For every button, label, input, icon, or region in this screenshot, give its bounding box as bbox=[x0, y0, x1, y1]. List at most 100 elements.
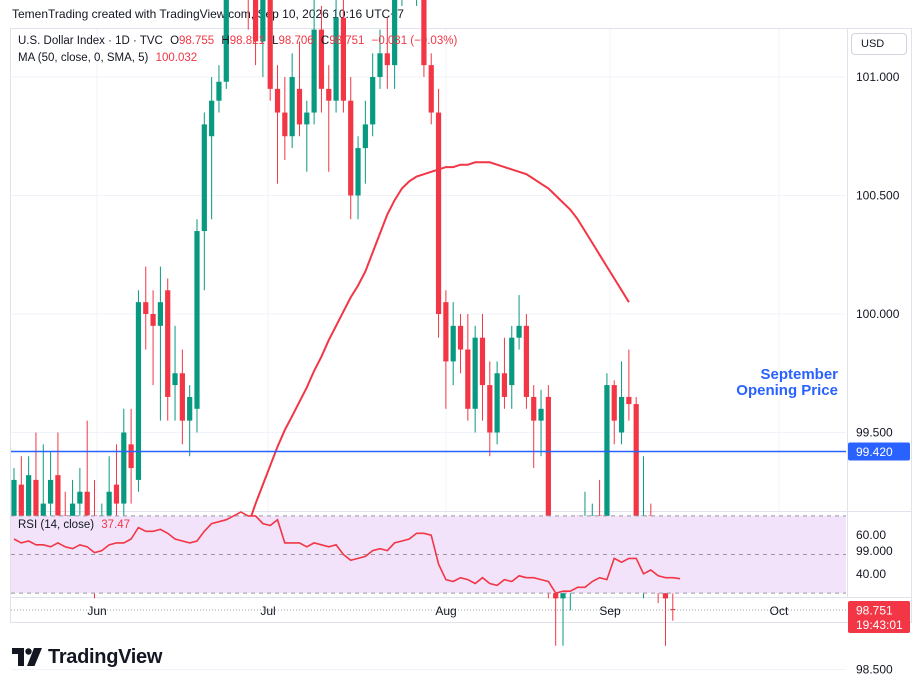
candle-body bbox=[216, 81, 222, 101]
candle-body bbox=[326, 88, 332, 101]
price-tick-label: 100.500 bbox=[856, 189, 900, 203]
candle-body bbox=[531, 396, 537, 421]
price-tick-label: 100.000 bbox=[856, 307, 900, 321]
annotation-line1: September bbox=[760, 366, 838, 383]
candle-body bbox=[172, 373, 178, 386]
candle-body bbox=[421, 0, 427, 66]
time-tick-label: Oct bbox=[770, 604, 789, 618]
candle-body bbox=[135, 302, 142, 480]
ohlc-low-key: L bbox=[272, 35, 279, 47]
chart-frame bbox=[10, 28, 912, 623]
candle-body bbox=[40, 503, 46, 523]
candle-body bbox=[194, 231, 200, 409]
tradingview-logo-icon bbox=[12, 648, 42, 666]
time-tick-label: Jun bbox=[87, 604, 106, 618]
ma-label: MA (50, close, 0, SMA, 5) bbox=[18, 52, 149, 64]
candle-body bbox=[113, 484, 120, 504]
time-tick-label: Aug bbox=[435, 604, 456, 618]
candle-body bbox=[157, 302, 163, 326]
ma-legend[interactable]: MA (50, close, 0, SMA, 5) 100.032 bbox=[18, 52, 197, 64]
ohlc-high-value: 98.821 bbox=[229, 35, 265, 47]
candle-body bbox=[355, 148, 361, 196]
candle-body bbox=[435, 112, 442, 314]
candle-body bbox=[209, 100, 215, 137]
candle-body bbox=[48, 479, 54, 504]
candle-body bbox=[384, 53, 390, 66]
candle-body bbox=[443, 302, 449, 362]
rsi-legend[interactable]: RSI (14, close) 37.47 bbox=[18, 519, 130, 531]
candle-body bbox=[296, 88, 303, 125]
ohlc-close-value: 98.751 bbox=[329, 35, 365, 47]
candle-body bbox=[392, 0, 398, 66]
rsi-tick-label: 40.00 bbox=[856, 567, 886, 581]
tradingview-logo[interactable]: TradingView bbox=[12, 644, 162, 670]
candle-body bbox=[143, 302, 149, 314]
currency-button[interactable]: USD bbox=[851, 33, 907, 55]
candle-body bbox=[187, 396, 193, 421]
candle-body bbox=[318, 29, 325, 89]
candle-body bbox=[538, 408, 544, 421]
ohlc-high-key: H bbox=[221, 35, 230, 47]
ma-value: 100.032 bbox=[155, 52, 198, 64]
candle-body bbox=[670, 609, 676, 611]
symbol-title: U.S. Dollar Index · 1D · TVC bbox=[18, 35, 163, 47]
candle-body bbox=[377, 53, 383, 77]
candle-body bbox=[604, 385, 610, 528]
candle-body bbox=[282, 112, 288, 137]
candle-body bbox=[370, 77, 376, 125]
candle-body bbox=[311, 29, 317, 113]
candle-body bbox=[274, 88, 281, 113]
tradingview-logo-text: TradingView bbox=[48, 645, 163, 668]
candle-body bbox=[179, 373, 185, 421]
candle-body bbox=[348, 100, 354, 196]
candle-body bbox=[333, 17, 339, 101]
candle-body bbox=[487, 385, 493, 433]
annotation-line2: Opening Price bbox=[736, 382, 838, 399]
rsi-tick-label: 60.00 bbox=[856, 528, 886, 542]
candle-body bbox=[223, 0, 229, 82]
candle-body bbox=[618, 396, 625, 433]
rsi-label: RSI (14, close) bbox=[18, 519, 95, 531]
candle-body bbox=[267, 0, 273, 89]
candle-body bbox=[516, 325, 522, 338]
ohlc-low-value: 98.706 bbox=[278, 35, 314, 47]
candle-body bbox=[165, 290, 171, 397]
candle-body bbox=[201, 124, 207, 232]
rsi-line bbox=[13, 511, 681, 595]
candle-body bbox=[545, 396, 551, 587]
symbol-legend[interactable]: U.S. Dollar Index · 1D · TVC O98.755 H98… bbox=[18, 35, 457, 47]
candle-body bbox=[501, 373, 508, 397]
candle-body bbox=[304, 112, 310, 125]
candle-body bbox=[252, 0, 259, 42]
candle-body bbox=[289, 77, 295, 137]
candle-body bbox=[523, 325, 529, 397]
candle-body bbox=[121, 432, 127, 504]
time-tick-label: Sep bbox=[599, 604, 621, 618]
candle-body bbox=[479, 337, 486, 386]
candle-body bbox=[509, 337, 515, 386]
candle-body bbox=[428, 65, 434, 113]
rsi-value: 37.47 bbox=[101, 519, 131, 531]
ohlc-close-key: C bbox=[320, 35, 330, 47]
price-tick-label: 101.000 bbox=[856, 70, 900, 84]
candle-body bbox=[472, 337, 478, 409]
candle-body bbox=[55, 475, 61, 516]
last-price-label: 98.751 bbox=[856, 604, 893, 618]
candle-body bbox=[84, 491, 90, 516]
last-price-label-bg bbox=[848, 601, 910, 634]
time-tick-label: Jul bbox=[260, 604, 275, 618]
candle-body bbox=[626, 396, 632, 405]
candle-body bbox=[465, 349, 471, 409]
price-change: −0.031 (−0.03%) bbox=[371, 35, 458, 47]
candle-body bbox=[33, 479, 39, 523]
candle-body bbox=[494, 373, 500, 433]
price-tick-label: 99.000 bbox=[856, 544, 893, 558]
candle-body bbox=[150, 314, 156, 326]
price-tick-label: 98.500 bbox=[856, 663, 893, 677]
candle-body bbox=[457, 325, 464, 350]
ohlc-open-key: O bbox=[170, 35, 180, 47]
candle-body bbox=[633, 404, 639, 551]
opening-price-label: 99.420 bbox=[856, 445, 893, 459]
chart-caption: TemenTrading created with TradingView.co… bbox=[12, 7, 404, 21]
